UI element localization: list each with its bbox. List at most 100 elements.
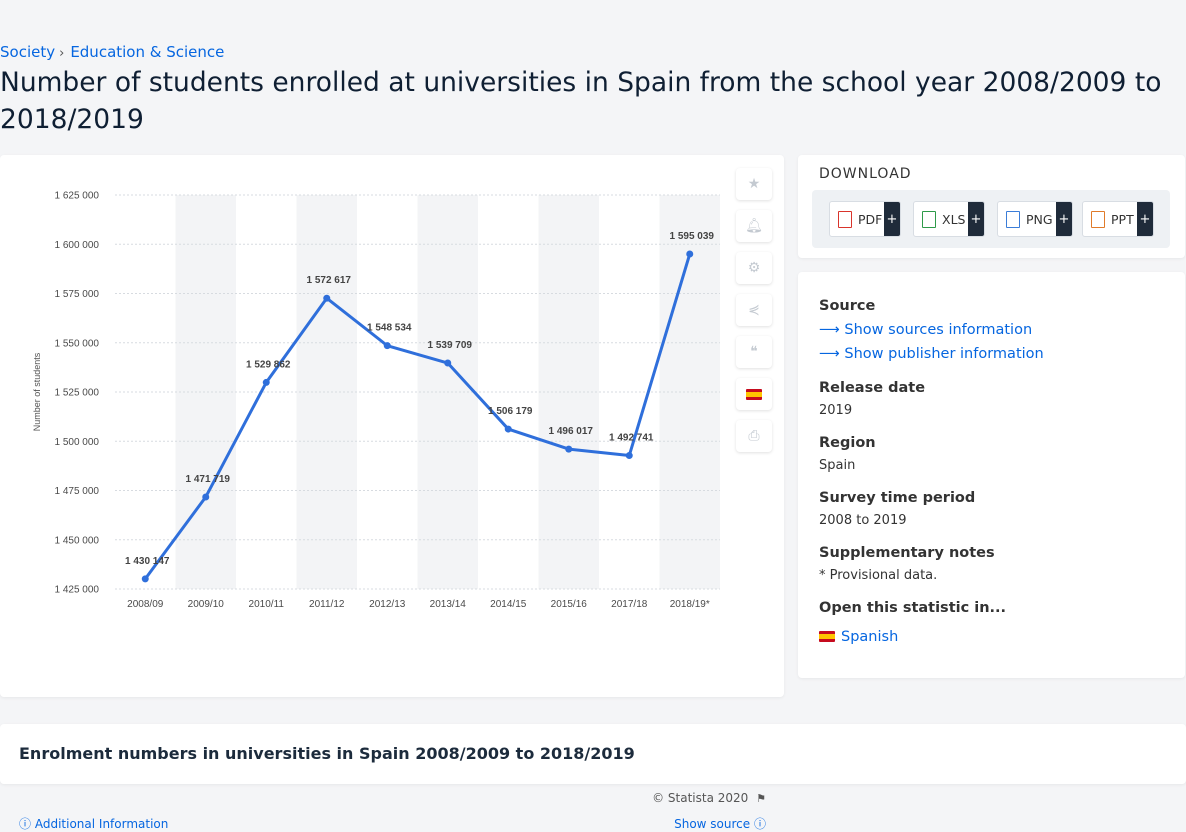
bell-icon: 🔔︎	[745, 218, 763, 234]
share-button[interactable]: ⋞	[736, 294, 772, 326]
y-tick-label: 1 625 000	[55, 191, 100, 202]
share-icon: ⋞	[748, 302, 760, 318]
additional-information-link[interactable]: ⓘ Additional Information	[19, 815, 168, 832]
xls-label: XLS	[942, 211, 966, 227]
show-sources-label: Show sources information	[844, 322, 1033, 338]
open-in-spanish-link[interactable]: Spanish	[819, 629, 898, 645]
download-buttons: PDF + XLS + PNG + PPT +	[812, 190, 1170, 248]
breadcrumb-item-society[interactable]: Society	[0, 43, 56, 61]
data-point	[383, 342, 391, 350]
series-line	[143, 252, 692, 581]
supplementary-notes-value: * Provisional data.	[819, 568, 938, 583]
x-tick-label: 2009/10	[188, 599, 225, 610]
print-button[interactable]: ⎙	[736, 420, 772, 452]
y-tick-label: 1 425 000	[55, 585, 100, 596]
description-card: Enrolment numbers in universities in Spa…	[0, 724, 1186, 784]
show-source-link[interactable]: Show source ⓘ	[674, 815, 766, 832]
pdf-label: PDF	[858, 211, 883, 227]
show-sources-link[interactable]: ⟶ Show sources information	[819, 322, 1032, 338]
show-publisher-label: Show publisher information	[844, 346, 1044, 362]
data-label: 1 548 534	[367, 323, 412, 334]
y-tick-label: 1 550 000	[55, 338, 100, 349]
copyright-text: © Statista 2020	[652, 791, 749, 805]
gear-icon: ⚙	[747, 260, 761, 276]
data-point	[444, 359, 452, 367]
language-button[interactable]	[736, 378, 772, 410]
data-point	[504, 425, 512, 433]
ppt-label: PPT	[1111, 211, 1134, 227]
png-label: PNG	[1026, 211, 1053, 227]
plus-icon: +	[884, 202, 900, 236]
notification-button[interactable]: 🔔︎	[736, 210, 772, 242]
data-point	[262, 378, 270, 386]
open-in-spanish-label: Spanish	[841, 629, 899, 645]
data-label: 1 471 719	[186, 474, 231, 485]
chart-toolbar: ★ 🔔︎ ⚙ ⋞ ❝ ⎙	[736, 168, 772, 462]
download-card: DOWNLOAD PDF + XLS + PNG + PPT +	[798, 155, 1185, 258]
breadcrumb: Society › Education & Science	[0, 43, 224, 61]
y-tick-label: 1 600 000	[55, 240, 100, 251]
x-tick-label: 2008/09	[127, 599, 164, 610]
x-tick-label: 2013/14	[430, 599, 467, 610]
info-icon: ⓘ	[19, 817, 32, 831]
release-date-value: 2019	[819, 403, 853, 418]
region-value: Spain	[819, 458, 856, 473]
region-heading: Region	[819, 435, 876, 451]
additional-information-label: Additional Information	[34, 817, 169, 831]
flag-spain-icon	[746, 388, 762, 400]
y-tick-label: 1 575 000	[55, 289, 100, 300]
data-label: 1 430 147	[125, 556, 170, 567]
statistic-details-card: Source ⟶ Show sources information ⟶ Show…	[798, 272, 1185, 678]
show-publisher-link[interactable]: ⟶ Show publisher information	[819, 346, 1044, 362]
release-date-heading: Release date	[819, 380, 926, 396]
download-png-button[interactable]: PNG +	[997, 201, 1073, 237]
print-icon: ⎙	[748, 428, 760, 444]
data-label: 1 595 039	[670, 231, 715, 242]
settings-button[interactable]: ⚙	[736, 252, 772, 284]
xls-file-icon	[922, 210, 936, 228]
plus-icon: +	[1056, 202, 1072, 236]
line-chart: 1 425 000 1 450 000 1 475 000 1 500 000 1 52…	[32, 191, 720, 610]
ppt-file-icon	[1091, 210, 1105, 228]
data-point	[565, 445, 573, 453]
page-title: Number of students enrolled at universit…	[0, 67, 1162, 135]
data-point	[625, 452, 633, 460]
open-statistic-heading: Open this statistic in...	[819, 600, 1007, 616]
survey-period-heading: Survey time period	[819, 490, 976, 506]
x-tick-label: 2010/11	[249, 599, 285, 610]
y-tick-label: 1 450 000	[55, 535, 100, 546]
supplementary-notes-heading: Supplementary notes	[819, 545, 995, 561]
download-title: DOWNLOAD	[819, 166, 912, 182]
data-label: 1 539 709	[428, 340, 473, 351]
plus-icon: +	[1137, 202, 1153, 236]
download-xls-button[interactable]: XLS +	[913, 201, 985, 237]
download-ppt-button[interactable]: PPT +	[1082, 201, 1154, 237]
x-tick-label: 2014/15	[490, 599, 527, 610]
data-label: 1 572 617	[307, 275, 352, 286]
favorite-button[interactable]: ★	[736, 168, 772, 200]
source-heading: Source	[819, 298, 876, 314]
survey-period-value: 2008 to 2019	[819, 513, 907, 528]
arrow-right-icon: ⟶	[819, 346, 840, 362]
x-tick-label: 2017/18	[611, 599, 648, 610]
data-point	[141, 575, 149, 583]
y-tick-label: 1 500 000	[55, 437, 100, 448]
column-band	[296, 195, 357, 589]
cite-button[interactable]: ❝	[736, 336, 772, 368]
flag-icon: ⚑	[756, 792, 766, 805]
breadcrumb-item-education[interactable]: Education & Science	[70, 43, 225, 61]
y-tick-label: 1 525 000	[55, 388, 100, 399]
chart-copyright[interactable]: © Statista 2020 ⚑	[652, 791, 766, 805]
quote-icon: ❝	[750, 344, 758, 360]
y-tick-label: 1 475 000	[55, 486, 100, 497]
data-point	[686, 250, 694, 258]
y-axis-label: Number of students	[32, 352, 42, 431]
download-pdf-button[interactable]: PDF +	[829, 201, 901, 237]
star-icon: ★	[747, 176, 761, 192]
chart-card: 1 425 000 1 450 000 1 475 000 1 500 000 1 52…	[0, 155, 784, 831]
x-tick-label: 2012/13	[369, 599, 406, 610]
png-file-icon	[1006, 210, 1020, 228]
data-point	[202, 493, 210, 501]
top-bar	[0, 0, 1186, 40]
x-tick-label: 2018/19*	[670, 599, 710, 610]
